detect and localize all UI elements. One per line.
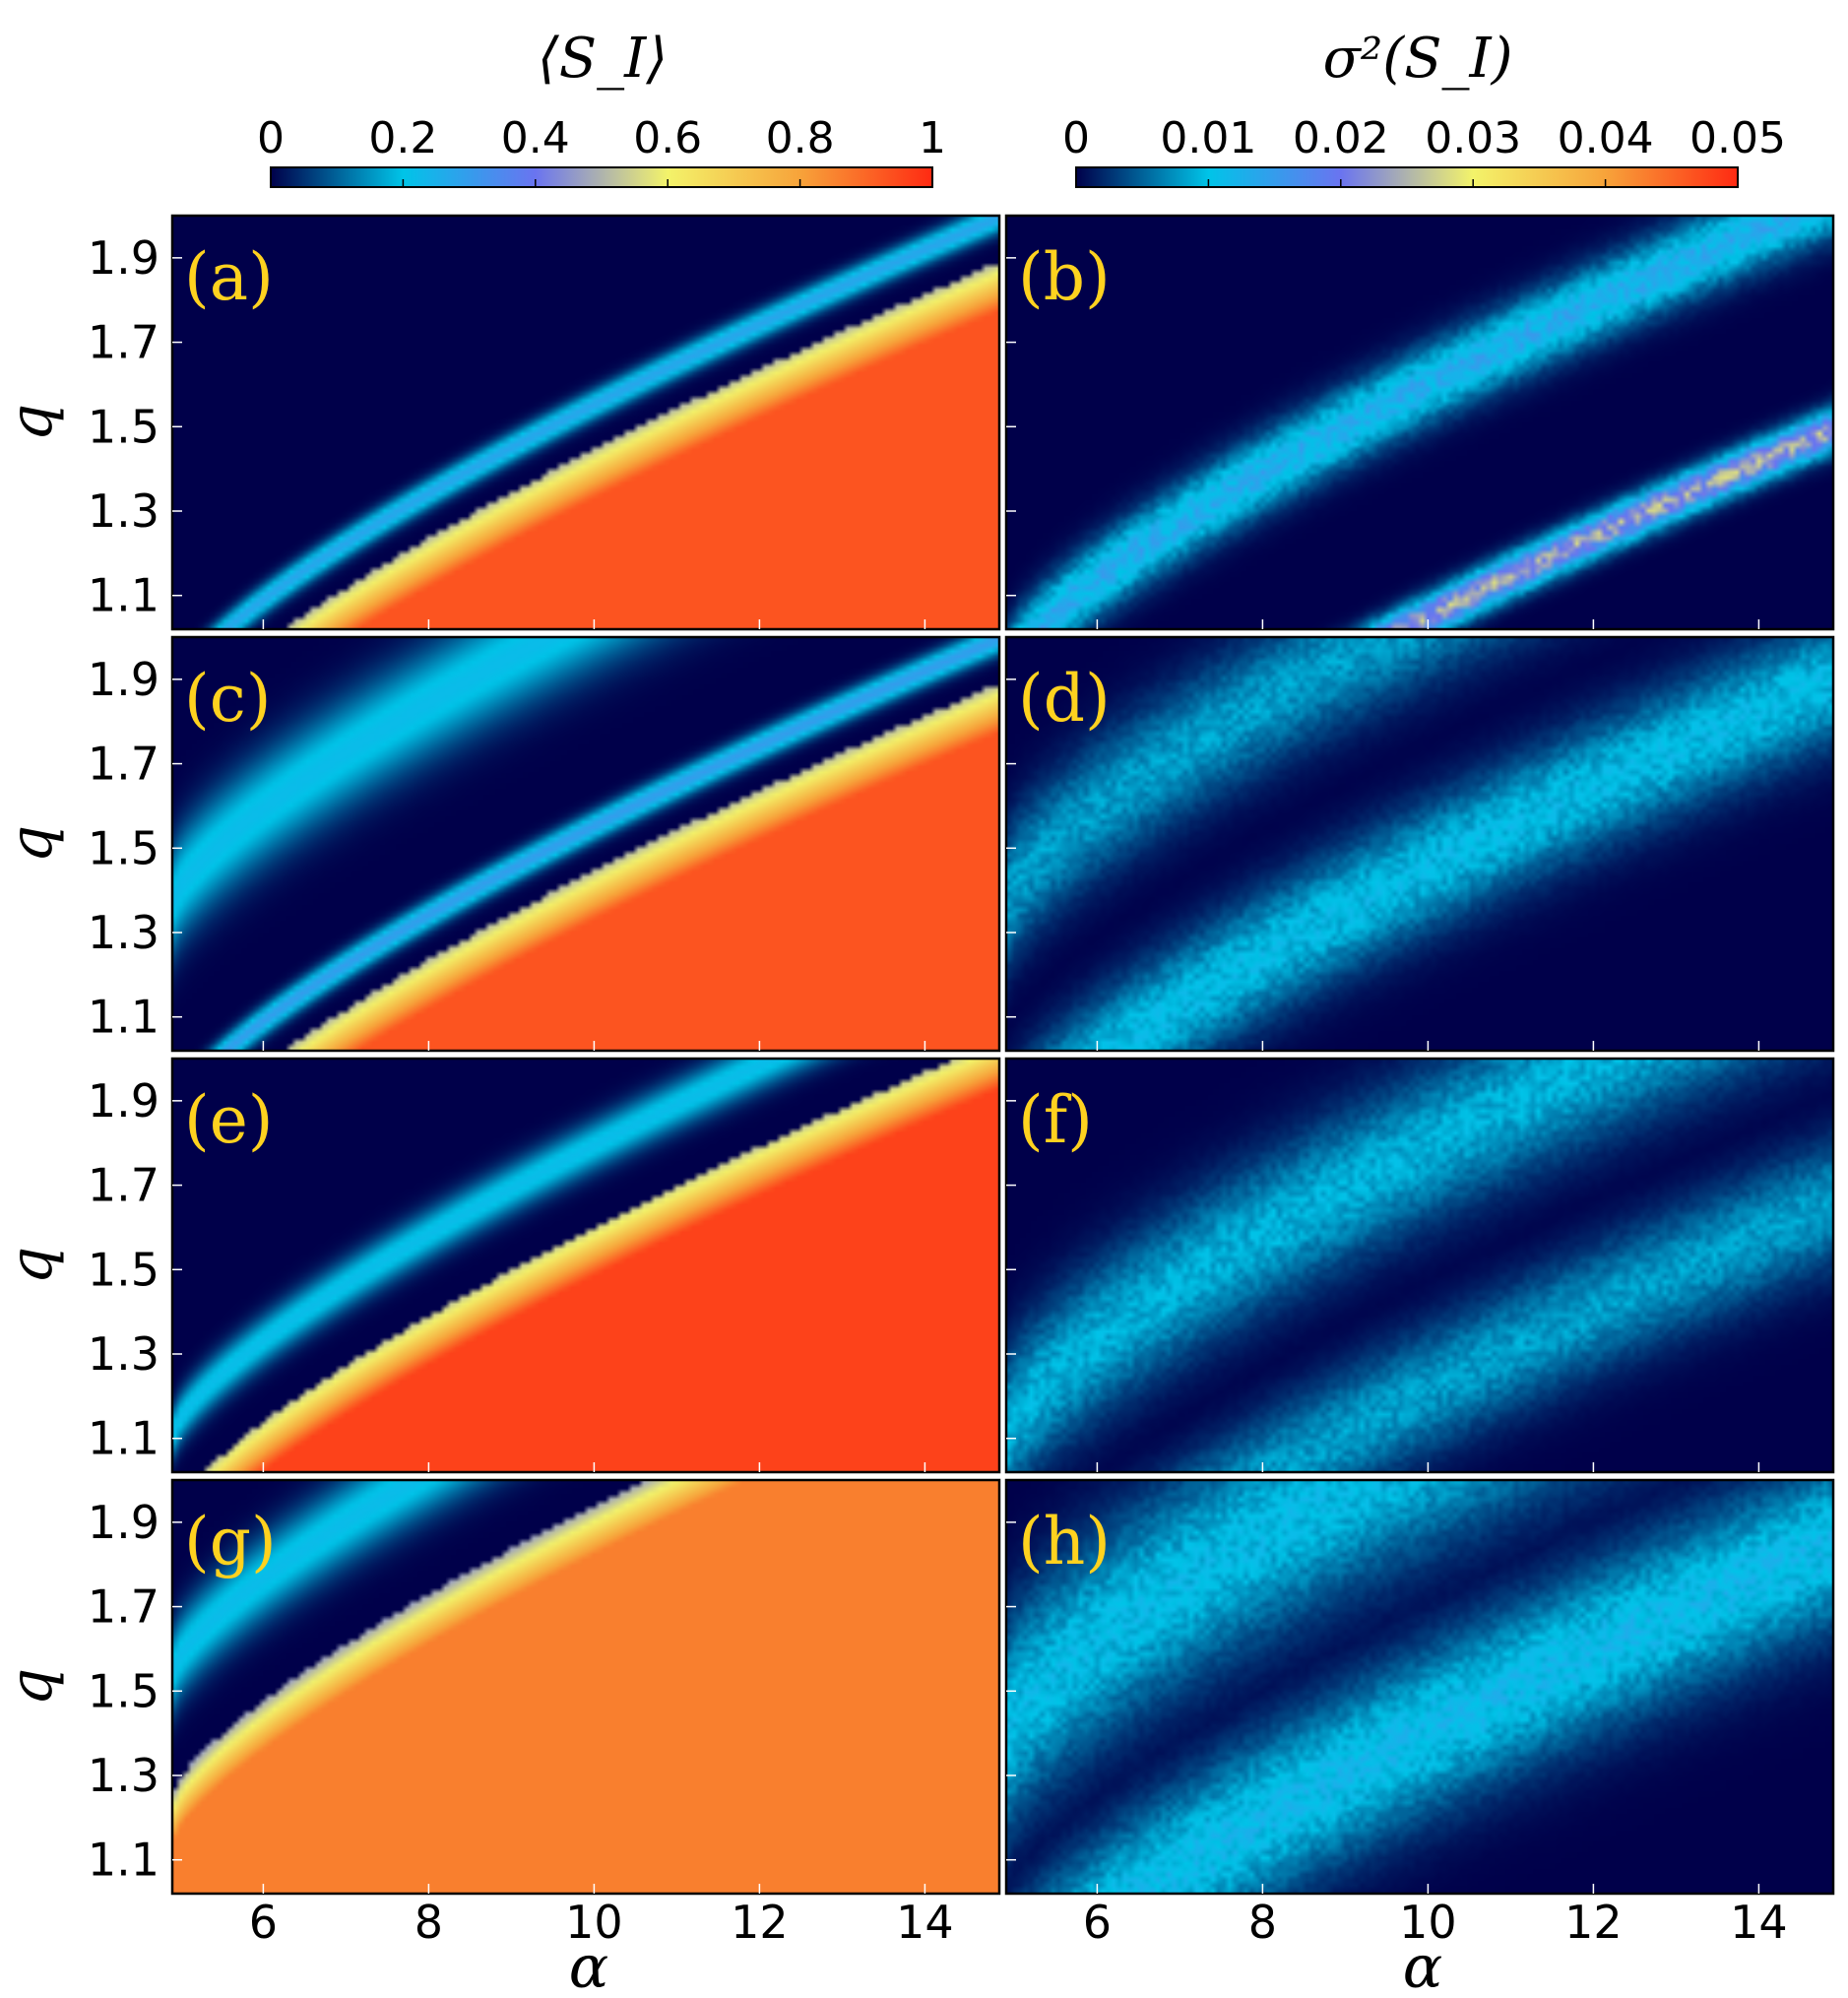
y-tick-label: 1.5 [88, 821, 159, 874]
panel-label: (g) [184, 1504, 277, 1579]
y-tick-label: 1.5 [88, 400, 159, 453]
panel-g: (g) [170, 1478, 1001, 1896]
panel-d: (d) [1004, 635, 1835, 1053]
colorbar-variance-gradient [1075, 166, 1739, 188]
y-tick-label: 1.3 [88, 906, 159, 959]
y-tick-label: 1.1 [88, 991, 159, 1044]
y-tick-label: 1.7 [88, 316, 159, 369]
colorbar-tick-label: 0 [257, 113, 285, 163]
colorbar-tick-label: 0.6 [633, 113, 702, 163]
y-tick-label: 1.7 [88, 1580, 159, 1634]
heatmap-image [172, 1480, 999, 1894]
y-tick-label: 1.3 [88, 1749, 159, 1802]
panel-label: (e) [184, 1082, 274, 1158]
y-tick-label: 1.7 [88, 738, 159, 791]
panel-grid: (a) (b) (c) (d) (e) (f) (g) (h) [170, 214, 1835, 1896]
x-tick-label: 6 [1083, 1896, 1112, 1949]
y-axis-label: q [0, 404, 66, 441]
heatmap-image [1006, 1059, 1833, 1472]
colorbar-mean-title: ⟨S_I⟩ [538, 27, 668, 91]
x-axis-label-right: α [1403, 1933, 1443, 1998]
x-tick-label: 12 [731, 1896, 789, 1949]
x-tick-label: 12 [1564, 1896, 1623, 1949]
y-tick-label: 1.1 [88, 1834, 159, 1887]
panel-a: (a) [170, 214, 1001, 631]
heatmap-image [172, 637, 999, 1051]
y-axis-label: q [0, 1668, 66, 1706]
colorbar-tick-label: 1 [919, 113, 946, 163]
x-tick-label: 8 [1248, 1896, 1277, 1949]
x-axis-label-left: α [569, 1933, 609, 1998]
y-axis-ticks: 1.9 1.7 1.5 1.3 1.1 1.9 1.7 1.5 1.3 1.1 1.9 1.7 1.5 1… [88, 231, 159, 1887]
colorbar-tick-label: 0.4 [501, 113, 570, 163]
panel-frame [1004, 214, 1835, 631]
colorbar-tick-label: 0.01 [1160, 113, 1256, 163]
y-tick-label: 1.5 [88, 1664, 159, 1717]
colorbar-mean: ⟨S_I⟩ 0 0.2 0.4 0.6 0.8 1 [257, 27, 946, 188]
x-tick-label: 8 [414, 1896, 443, 1949]
panel-c: (c) [170, 635, 1001, 1053]
colorbar-variance-title: σ²(S_I) [1323, 27, 1513, 91]
panel-label: (b) [1018, 239, 1111, 315]
colorbar-tick-label: 0 [1062, 113, 1090, 163]
y-tick-label: 1.3 [88, 484, 159, 538]
panel-label: (c) [184, 661, 271, 737]
y-tick-label: 1.9 [88, 1074, 159, 1128]
y-axis-label: q [0, 825, 66, 863]
x-axis-ticks: 6 8 10 12 14 6 8 10 12 14 [249, 1896, 1788, 1949]
colorbar-mean-gradient [270, 166, 933, 188]
y-tick-label: 1.5 [88, 1243, 159, 1296]
panel-label: (d) [1018, 661, 1111, 737]
y-tick-label: 1.9 [88, 653, 159, 706]
panel-frame [1004, 635, 1835, 1053]
x-tick-label: 6 [249, 1896, 278, 1949]
panel-e: (e) [170, 1057, 1001, 1474]
heatmap-image [1006, 1480, 1833, 1894]
heatmap-image [172, 216, 999, 629]
colorbar-tick-label: 0.02 [1293, 113, 1389, 163]
y-tick-label: 1.1 [88, 1412, 159, 1465]
x-tick-label: 14 [1730, 1896, 1788, 1949]
colorbar-tick-label: 0.2 [368, 113, 437, 163]
panel-h: (h) [1004, 1478, 1835, 1896]
panel-frame [170, 1478, 1001, 1896]
panel-frame [1004, 1057, 1835, 1474]
colorbar-tick-label: 0.8 [766, 113, 835, 163]
panel-frame [170, 214, 1001, 631]
x-tick-label: 10 [1399, 1896, 1457, 1949]
colorbar-tick-label: 0.04 [1558, 113, 1654, 163]
y-tick-label: 1.1 [88, 569, 159, 622]
y-tick-label: 1.9 [88, 1496, 159, 1549]
colorbar-tick-label: 0.03 [1425, 113, 1521, 163]
y-axis-label: q [0, 1247, 66, 1284]
colorbar-tick-label: 0.05 [1689, 113, 1786, 163]
y-tick-label: 1.9 [88, 231, 159, 285]
panel-label: (h) [1018, 1504, 1111, 1579]
x-tick-label: 14 [896, 1896, 954, 1949]
heatmap-image [1006, 637, 1833, 1051]
x-tick-label: 10 [565, 1896, 623, 1949]
heatmap-image [172, 1059, 999, 1472]
panel-frame [1004, 1478, 1835, 1896]
panel-label: (f) [1018, 1082, 1093, 1158]
y-tick-label: 1.7 [88, 1159, 159, 1212]
y-tick-label: 1.3 [88, 1327, 159, 1381]
panel-frame [170, 635, 1001, 1053]
colorbar-variance: σ²(S_I) 0 0.01 0.02 0.03 0.04 0.05 [1062, 27, 1786, 188]
y-axis-labels: q q q q [0, 404, 66, 1706]
heatmap-image [1006, 216, 1833, 629]
panel-label: (a) [184, 239, 274, 315]
panel-frame [170, 1057, 1001, 1474]
panel-f: (f) [1004, 1057, 1835, 1474]
panel-b: (b) [1004, 214, 1835, 631]
